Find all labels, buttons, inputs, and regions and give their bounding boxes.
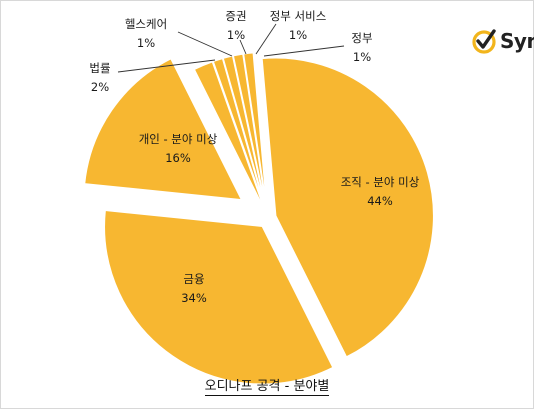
- callout-line: [239, 39, 247, 55]
- callout-line: [177, 31, 233, 57]
- slice-value-label: 16%: [165, 151, 191, 165]
- pie-slice: [193, 60, 266, 211]
- symantec-logo: Syn: [472, 24, 534, 58]
- callout-line: [255, 23, 277, 55]
- logo-text: Syn: [500, 29, 534, 53]
- pie-slice: [103, 209, 335, 385]
- chart-title-row: 오디나프 공격 - 분야별: [0, 375, 534, 396]
- slice-value-label: 44%: [367, 194, 393, 208]
- slice-name-label: 조직 - 분야 미상: [341, 175, 420, 189]
- slice-name-label: 법률: [89, 61, 110, 75]
- checkmark-logo-icon: [472, 29, 496, 54]
- slice-name-label: 헬스케어: [125, 17, 167, 31]
- chart-title: 오디나프 공격 - 분야별: [204, 379, 330, 396]
- slice-name-label: 정부 서비스: [270, 9, 327, 23]
- slice-value-label: 1%: [353, 50, 371, 64]
- pie-slice: [83, 57, 243, 201]
- slice-value-label: 1%: [227, 28, 245, 42]
- slice-name-label: 증권: [225, 9, 246, 23]
- slice-value-label: 1%: [289, 28, 307, 42]
- slice-name-label: 개인 - 분야 미상: [139, 132, 218, 146]
- callout-line: [117, 59, 216, 73]
- slice-value-label: 2%: [91, 80, 109, 94]
- pie-slice: [261, 57, 435, 359]
- pie-slice: [242, 51, 268, 211]
- slice-value-label: 34%: [181, 291, 207, 305]
- slice-value-label: 1%: [137, 36, 155, 50]
- slice-name-label: 금융: [183, 272, 204, 286]
- callout-line: [263, 45, 345, 57]
- slice-name-label: 정부: [351, 31, 372, 45]
